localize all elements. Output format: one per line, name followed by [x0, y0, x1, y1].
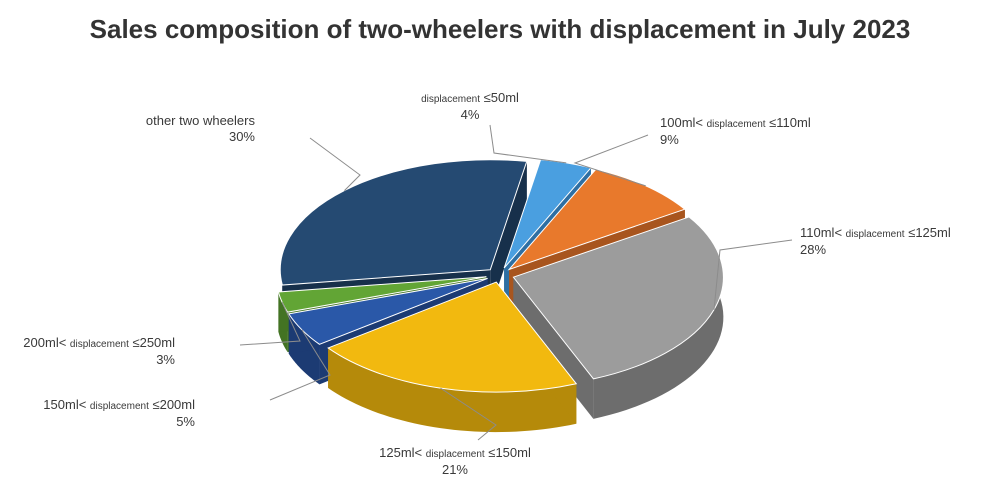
slice-label: 125ml< displacement ≤150ml21%	[379, 445, 531, 478]
slice-label: 110ml< displacement ≤125ml28%	[800, 225, 951, 258]
slice-label: 200ml< displacement ≤250ml3%	[23, 335, 175, 368]
leader-line	[714, 240, 792, 310]
slice-label: 100ml< displacement ≤110ml9%	[660, 115, 811, 148]
leader-line	[310, 138, 360, 191]
slice-label: other two wheelers30%	[146, 113, 255, 146]
leader-line	[490, 125, 566, 163]
slice-label: displacement ≤50ml4%	[421, 90, 519, 123]
slice-label: 150ml< displacement ≤200ml5%	[43, 397, 195, 430]
pie-chart: displacement ≤50ml4% 100ml< displacement …	[0, 45, 1000, 485]
pie-slice-top	[280, 160, 526, 285]
chart-title: Sales composition of two-wheelers with d…	[0, 0, 1000, 45]
